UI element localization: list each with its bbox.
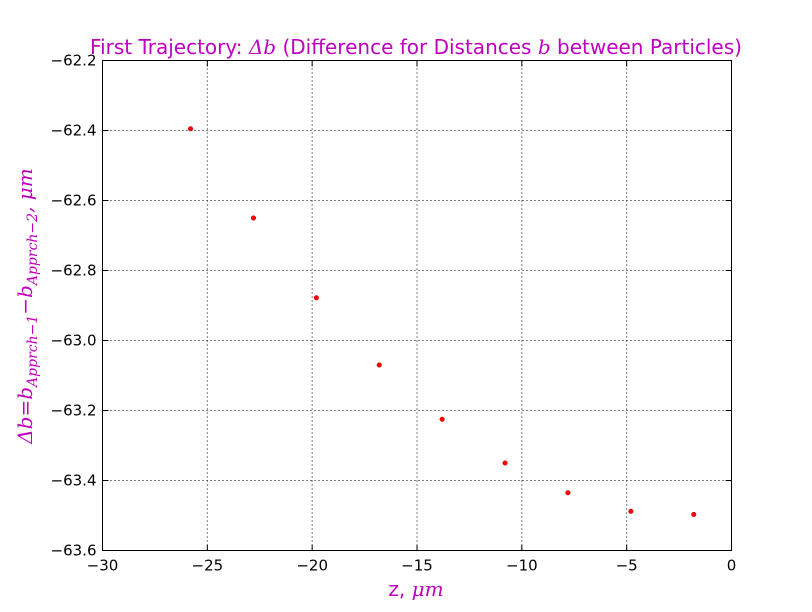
y-tick-label: −63.6	[51, 542, 97, 560]
y-tick-label: −62.6	[51, 192, 97, 210]
y-tick-label: −63.0	[51, 332, 97, 350]
chart-title-math2: b	[538, 35, 551, 59]
data-point	[376, 362, 382, 368]
x-tick-label: −5	[616, 557, 638, 575]
y-tick-label: −62.8	[51, 262, 97, 280]
y-axis-label-d: , μm	[13, 168, 37, 213]
data-point	[250, 215, 257, 221]
grid-lines	[102, 60, 732, 551]
y-tick-label: −63.4	[51, 472, 97, 490]
y-axis-label-c: −b	[13, 285, 37, 315]
y-tick-label: −62.2	[51, 52, 97, 70]
data-point	[565, 490, 571, 496]
x-tick-label: −15	[401, 557, 433, 575]
x-tick-label: −25	[192, 557, 224, 575]
data-point	[439, 416, 445, 422]
data-point	[313, 295, 319, 301]
y-tick-labels: −62.2 −62.4 −62.6 −62.8 −63.0 −63.2 −63.4 −63.6	[51, 52, 97, 560]
chart-title-suffix: between Particles)	[551, 35, 742, 59]
y-axis-label-a: Δb	[13, 417, 37, 445]
plot-frame	[102, 60, 732, 551]
y-tick-label: −62.4	[51, 122, 97, 140]
x-tick-labels: −30 −25 −20 −15 −10 −5 0	[87, 557, 737, 575]
data-point	[691, 511, 697, 518]
chart-title: First Trajectory: Δb (Difference for Dis…	[90, 35, 742, 59]
y-axis-label: Δb=bApprch−1−bApprch−2, μm	[13, 168, 41, 445]
x-tick-label: −30	[87, 557, 119, 575]
y-axis-label-sub1: Apprch−1	[25, 315, 41, 389]
data-points	[188, 126, 697, 518]
y-tick-label: −63.2	[51, 402, 97, 420]
data-point	[502, 460, 508, 466]
x-axis-label-text: z,	[388, 577, 411, 601]
data-point	[188, 126, 194, 132]
chart-title-math: Δb	[248, 35, 276, 59]
x-axis-label-math: μm	[412, 577, 444, 601]
y-axis-label-b: =b	[13, 387, 37, 417]
chart-title-middle: (Difference for Distances	[276, 35, 538, 59]
chart-title-prefix: First Trajectory:	[90, 35, 249, 59]
x-tick-label: −10	[506, 557, 538, 575]
y-axis-label-sub2: Apprch−2	[25, 213, 41, 287]
x-axis-label: z, μm	[388, 577, 443, 601]
x-tick-label: 0	[727, 557, 737, 575]
data-point	[628, 508, 634, 514]
x-tick-label: −20	[296, 557, 328, 575]
